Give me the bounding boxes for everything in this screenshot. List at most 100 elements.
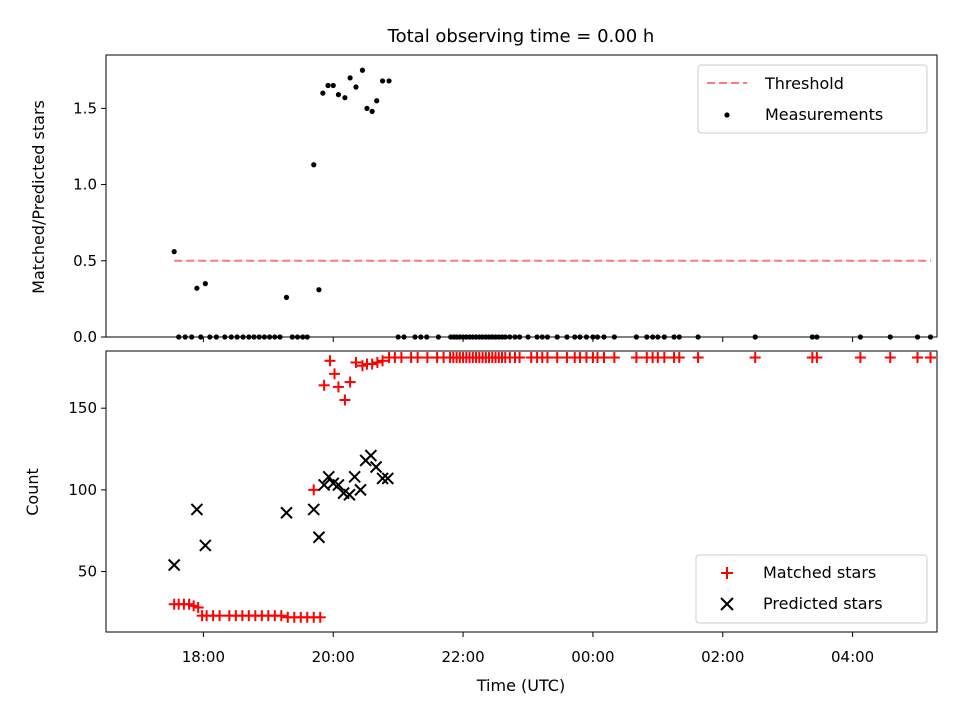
measurement-point <box>364 105 370 111</box>
ratio-legend: Threshold Measurements <box>697 64 928 134</box>
count-x-ticks: 18:00 20:00 22:00 00:00 02:00 04:00 <box>182 632 874 666</box>
matched-star-point <box>551 352 563 364</box>
predicted-star-point <box>199 539 212 552</box>
measurement-point <box>359 67 366 73</box>
matched-star-point <box>925 352 937 364</box>
legend-threshold-label: Threshold <box>764 74 844 93</box>
matched-star-point <box>395 352 407 364</box>
matched-star-point <box>692 352 704 364</box>
matched-star-point <box>514 352 526 364</box>
matched-star-point <box>658 352 670 364</box>
measurement-point <box>386 78 392 84</box>
matched-star-point <box>366 358 378 370</box>
count-axes-frame <box>105 350 938 633</box>
predicted-star-point <box>369 460 383 474</box>
chart-title: Total observing time = 0.00 h <box>387 26 655 47</box>
count-y-ticks: 50 100 150 <box>68 399 106 581</box>
measurement-point <box>311 162 317 168</box>
matched-star-point <box>308 484 320 496</box>
measurement-point <box>347 75 353 81</box>
legend-measurements-label: Measurements <box>765 105 883 124</box>
count-y-tick-label: 50 <box>78 563 97 581</box>
count-legend-box <box>695 554 928 624</box>
x-axis-label: Time (UTC) <box>476 676 565 695</box>
measurement-point <box>283 294 290 300</box>
measurement-point <box>320 90 326 96</box>
predicted-stars-layer <box>167 449 394 572</box>
matched-star-point <box>673 352 685 364</box>
matched-star-point <box>884 352 896 364</box>
matched-star-point <box>854 352 866 364</box>
measurement-point <box>342 95 348 101</box>
predicted-star-point <box>312 531 326 544</box>
predicted-star-point <box>167 558 181 572</box>
ratio-y-tick-label: 1.0 <box>73 176 97 194</box>
ratio-y-tick-label: 0.0 <box>73 328 97 346</box>
x-tick-label: 04:00 <box>831 648 874 666</box>
matched-star-point <box>412 352 424 364</box>
legend-predicted-stars-label: Predicted stars <box>763 594 883 613</box>
measurement-point <box>194 285 200 291</box>
measurement-point <box>335 92 342 98</box>
matched-star-point <box>344 376 356 388</box>
matched-star-point <box>329 368 341 380</box>
ratio-axes-frame <box>105 54 938 338</box>
measurement-point <box>325 82 331 89</box>
predicted-star-point <box>354 483 367 497</box>
measurement-point <box>330 82 336 89</box>
x-tick-label: 02:00 <box>701 648 744 666</box>
count-legend: Matched stars Predicted stars <box>695 554 928 624</box>
matched-star-point <box>350 356 362 368</box>
matched-star-point <box>912 352 924 364</box>
measurement-point <box>353 84 359 90</box>
measurement-point <box>316 287 322 293</box>
predicted-star-point <box>343 488 356 501</box>
predicted-star-point <box>322 470 335 484</box>
ratio-y-tick-label: 0.5 <box>73 252 97 270</box>
matched-star-point <box>314 611 326 623</box>
measurement-point <box>171 249 177 255</box>
predicted-star-point <box>376 472 389 485</box>
legend-predicted-stars-swatch <box>720 597 734 611</box>
matched-star-point <box>214 610 226 622</box>
measurement-point <box>369 108 375 114</box>
ratio-y-tick-label: 1.5 <box>73 99 97 117</box>
matched-star-point <box>541 352 553 364</box>
matched-star-point <box>318 379 330 391</box>
x-tick-label: 18:00 <box>182 648 225 666</box>
predicted-star-point <box>190 503 204 516</box>
predicted-star-point <box>332 478 345 492</box>
matched-star-point <box>598 352 610 364</box>
matched-star-point <box>339 394 351 406</box>
measurement-point <box>379 78 386 84</box>
matched-star-point <box>332 381 344 393</box>
matched-star-point <box>749 352 761 364</box>
matched-star-point <box>377 355 389 367</box>
x-tick-label: 20:00 <box>312 648 355 666</box>
predicted-star-point <box>307 503 320 516</box>
x-tick-label: 22:00 <box>441 648 484 666</box>
matched-star-point <box>275 610 287 622</box>
ratio-y-ticks: 0.0 0.5 1.0 1.5 <box>73 99 106 346</box>
predicted-star-point <box>364 449 378 462</box>
predicted-star-point <box>280 506 293 519</box>
matched-stars-layer <box>168 352 937 623</box>
legend-measurements-swatch <box>724 112 730 118</box>
matched-star-point <box>811 352 823 364</box>
matched-star-point <box>421 352 433 364</box>
predicted-star-point <box>381 472 394 485</box>
matched-star-point <box>192 601 204 613</box>
count-y-axis-label: Count <box>23 468 42 516</box>
matched-star-point <box>608 352 620 364</box>
panel-ratio: 0.0 0.5 1.0 1.5 Matched/Predicted stars Thr… <box>29 54 938 346</box>
matched-star-point <box>324 355 336 367</box>
measurement-point <box>374 98 380 104</box>
count-y-tick-label: 150 <box>68 399 97 417</box>
legend-matched-stars-label: Matched stars <box>763 563 876 582</box>
x-tick-label: 00:00 <box>571 648 614 666</box>
ratio-legend-box <box>697 64 928 134</box>
matched-star-point <box>630 352 642 364</box>
matched-star-point <box>371 356 383 368</box>
